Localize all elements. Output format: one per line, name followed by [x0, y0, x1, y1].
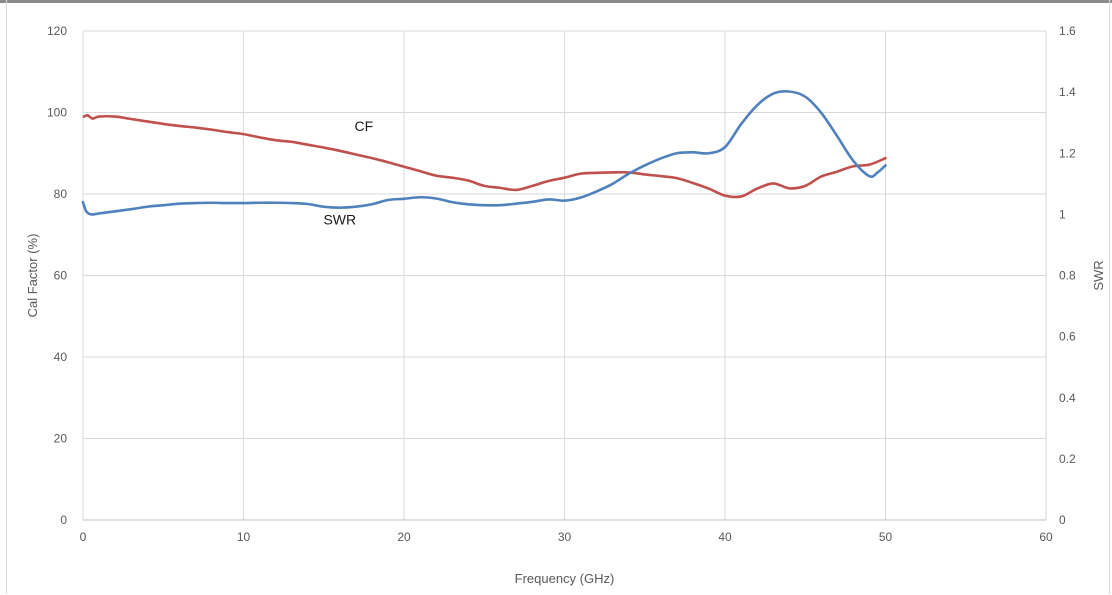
y-left-tick-label: 40 — [54, 350, 68, 364]
y-right-tick-label: 1 — [1059, 207, 1066, 221]
gridlines — [82, 30, 1047, 521]
y-right-tick-label: 0 — [1059, 513, 1066, 527]
labels: 0 20 40 60 80 100 120 0 10 20 30 40 50 60 0 0.2 0.4 0.6 0.… — [25, 24, 1106, 586]
x-tick-label: 30 — [558, 530, 572, 544]
y-right-tick-label: 1.4 — [1059, 85, 1076, 99]
x-tick-label: 10 — [237, 530, 251, 544]
y-right-tick-label: 1.2 — [1059, 146, 1076, 160]
window-top-strip — [0, 0, 1112, 3]
series-label-swr: SWR — [323, 212, 356, 228]
series-line-swr — [81, 90, 887, 216]
series-lines — [81, 90, 887, 216]
y-left-tick-label: 100 — [47, 106, 67, 120]
x-axis-title: Frequency (GHz) — [515, 571, 615, 586]
y-left-tick-label: 60 — [54, 269, 68, 283]
y-left-tick-label: 120 — [47, 24, 67, 38]
y-left-tick-label: 0 — [60, 513, 67, 527]
series-label-cf: CF — [355, 118, 374, 134]
y-left-tick-label: 80 — [54, 187, 68, 201]
x-tick-label: 50 — [879, 530, 893, 544]
y-right-tick-label: 0.6 — [1059, 330, 1076, 344]
series-line-cf — [82, 114, 887, 199]
y-right-tick-label: 0.4 — [1059, 391, 1076, 405]
y-right-tick-label: 0.2 — [1059, 452, 1076, 466]
y-left-tick-label: 20 — [54, 432, 68, 446]
y-right-tick-label: 0.8 — [1059, 269, 1076, 283]
x-tick-label: 0 — [80, 530, 87, 544]
y-right-tick-label: 1.6 — [1059, 24, 1076, 38]
x-tick-label: 40 — [718, 530, 732, 544]
x-tick-label: 20 — [397, 530, 411, 544]
x-tick-label: 60 — [1039, 530, 1053, 544]
y-left-axis-title: Cal Factor (%) — [25, 234, 40, 318]
y-right-axis-title: SWR — [1091, 260, 1106, 290]
